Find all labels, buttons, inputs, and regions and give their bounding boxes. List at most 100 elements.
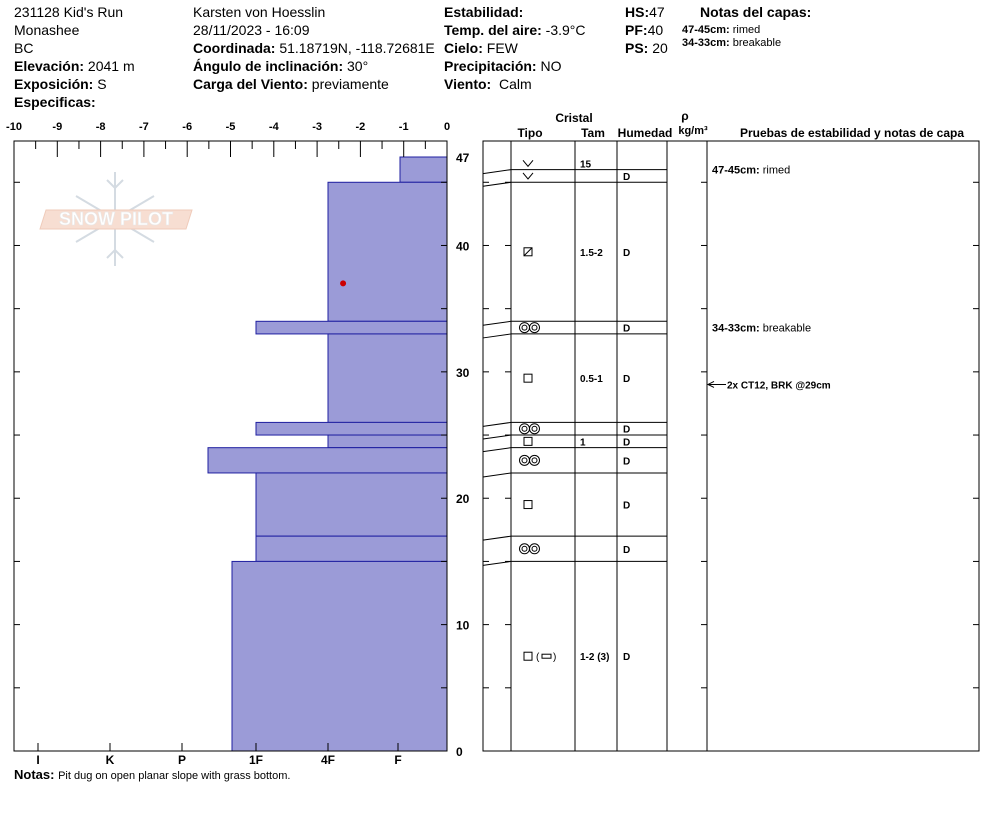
pit-name: 231128 Kid's Run [14, 4, 124, 20]
row-moisture: D [623, 248, 630, 259]
ps-label: PS: [625, 40, 649, 56]
aspect-row: Exposición: S [14, 75, 135, 93]
mf-symbol-slash [523, 247, 533, 257]
layer-note-2-range: 34-33cm: [682, 37, 730, 49]
row-connector [482, 472, 512, 478]
sky-row: Cielo: FEW [444, 39, 586, 57]
height-tick-label: 47 [456, 151, 470, 165]
mf-symbol-icon [523, 247, 533, 257]
table-row: 15 [482, 159, 667, 175]
temp-tick-label: -7 [139, 121, 149, 133]
stability-row: Estabilidad: [444, 3, 586, 21]
temp-tick-label: -6 [182, 121, 192, 133]
region-name: BC [14, 40, 34, 56]
mixed-symbol-icon [541, 653, 552, 659]
row-moisture: D [623, 652, 630, 663]
row-size: 0.5-1 [580, 374, 603, 385]
stability-label: Estabilidad: [444, 4, 524, 20]
temp-tick-label: -10 [6, 121, 22, 133]
hardness-layer-4 [327, 333, 448, 423]
aspect-label: Exposición: [14, 76, 94, 92]
slope-label: Ángulo de inclinación: [193, 58, 344, 74]
stability-test-1: 2x CT12, BRK @29cm [727, 380, 831, 391]
paren-close: ) [553, 652, 556, 663]
coordinate-row: Coordinada: 51.18719N, -118.72681E [193, 39, 435, 57]
rounds-symbol-inner [531, 545, 538, 552]
height-tick-label: 0 [456, 745, 463, 759]
table-row: D [482, 322, 667, 339]
rounds-symbol-inner [531, 457, 538, 464]
row-moisture: D [623, 374, 630, 385]
row-moisture: D [623, 545, 630, 556]
hardness-layer-2 [327, 181, 448, 322]
temp-tick-label: -2 [356, 121, 366, 133]
hardness-tick-label: I [36, 753, 39, 767]
temp-tick-label: 0 [444, 121, 450, 133]
height-tick-label: 40 [456, 239, 470, 253]
row-connector [482, 421, 512, 427]
row-moisture: D [623, 437, 630, 448]
hs-value: 47 [649, 4, 665, 20]
rounds-symbol-icon [529, 454, 540, 466]
row-connector [482, 434, 512, 440]
layer-note-1: 47-45cm: rimed [682, 24, 781, 37]
rounds-symbol-inner [521, 545, 528, 552]
notes-label: Notas: [14, 767, 55, 782]
hardness-axis: I K P 1F 4F F [36, 743, 402, 767]
table-row: D [482, 423, 667, 440]
header-rho: ρ [681, 109, 688, 123]
wind-load-row: Carga del Viento: previamente [193, 75, 435, 93]
row-moisture: D [623, 456, 630, 467]
hs-row: HS:47 [625, 3, 668, 21]
elevation-row: Elevación: 2041 m [14, 57, 135, 75]
hardness-layer-3 [255, 320, 448, 335]
pf-value: 40 [647, 22, 664, 38]
layer-comment-range: 47-45cm: [712, 165, 763, 177]
pf-label: PF: [625, 22, 648, 38]
header-moisture: Humedad [618, 126, 673, 140]
elevation-label: Elevación: [14, 58, 85, 74]
facet-symbol-icon [523, 651, 533, 661]
hardness-layer-1 [399, 156, 448, 183]
rounds-symbol-icon [519, 423, 530, 435]
rounds-symbol-icon [529, 423, 540, 435]
temperature-points [340, 280, 347, 287]
aspect-value: S [97, 76, 107, 92]
wind-row: Viento: Calm [444, 75, 586, 93]
row-connector [482, 320, 512, 326]
header-tests: Pruebas de estabilidad y notas de capa [740, 126, 964, 140]
notes-row: Notas: Pit dug on open planar slope with… [14, 766, 290, 784]
rounds-symbol-inner [521, 324, 528, 331]
air-temp-row: Temp. del aire: -3.9°C [444, 21, 586, 39]
specifics-row: Especificas: [14, 93, 135, 111]
rounds-symbol-inner [521, 457, 528, 464]
hardness-layers [207, 156, 448, 752]
hardness-layer-6 [327, 434, 448, 449]
row-size: 1.5-2 [580, 248, 603, 259]
layer-note-1-text: rimed [732, 24, 761, 36]
hardness-tick-label: 4F [321, 753, 335, 767]
precip-row: Precipitación: NO [444, 57, 586, 75]
observation-datetime: 28/11/2023 - 16:09 [193, 22, 310, 38]
specifics-label: Especificas: [14, 94, 96, 110]
temp-tick-label: -9 [52, 121, 62, 133]
table-row: D [482, 500, 667, 541]
row-moisture: D [623, 172, 630, 183]
area-name: Monashee [14, 22, 80, 38]
wind-load-label: Carga del Viento: [193, 76, 308, 92]
layer-comment-2: 34-33cm: breakable [712, 323, 811, 335]
table-row: D [482, 454, 667, 478]
temp-tick-label: -1 [399, 121, 409, 133]
row-connector [482, 169, 512, 175]
rounds-symbol-inner [531, 425, 538, 432]
row-connector [482, 447, 512, 453]
precip-label: Precipitación: [444, 58, 537, 74]
header-type: Tipo [517, 126, 542, 140]
facet-symbol-icon [523, 373, 533, 383]
rounds-symbol-inner [521, 425, 528, 432]
layer-comment-note: rimed [763, 165, 791, 177]
elevation-value: 2041 m [87, 58, 135, 74]
ps-row: PS: 20 [625, 39, 668, 57]
